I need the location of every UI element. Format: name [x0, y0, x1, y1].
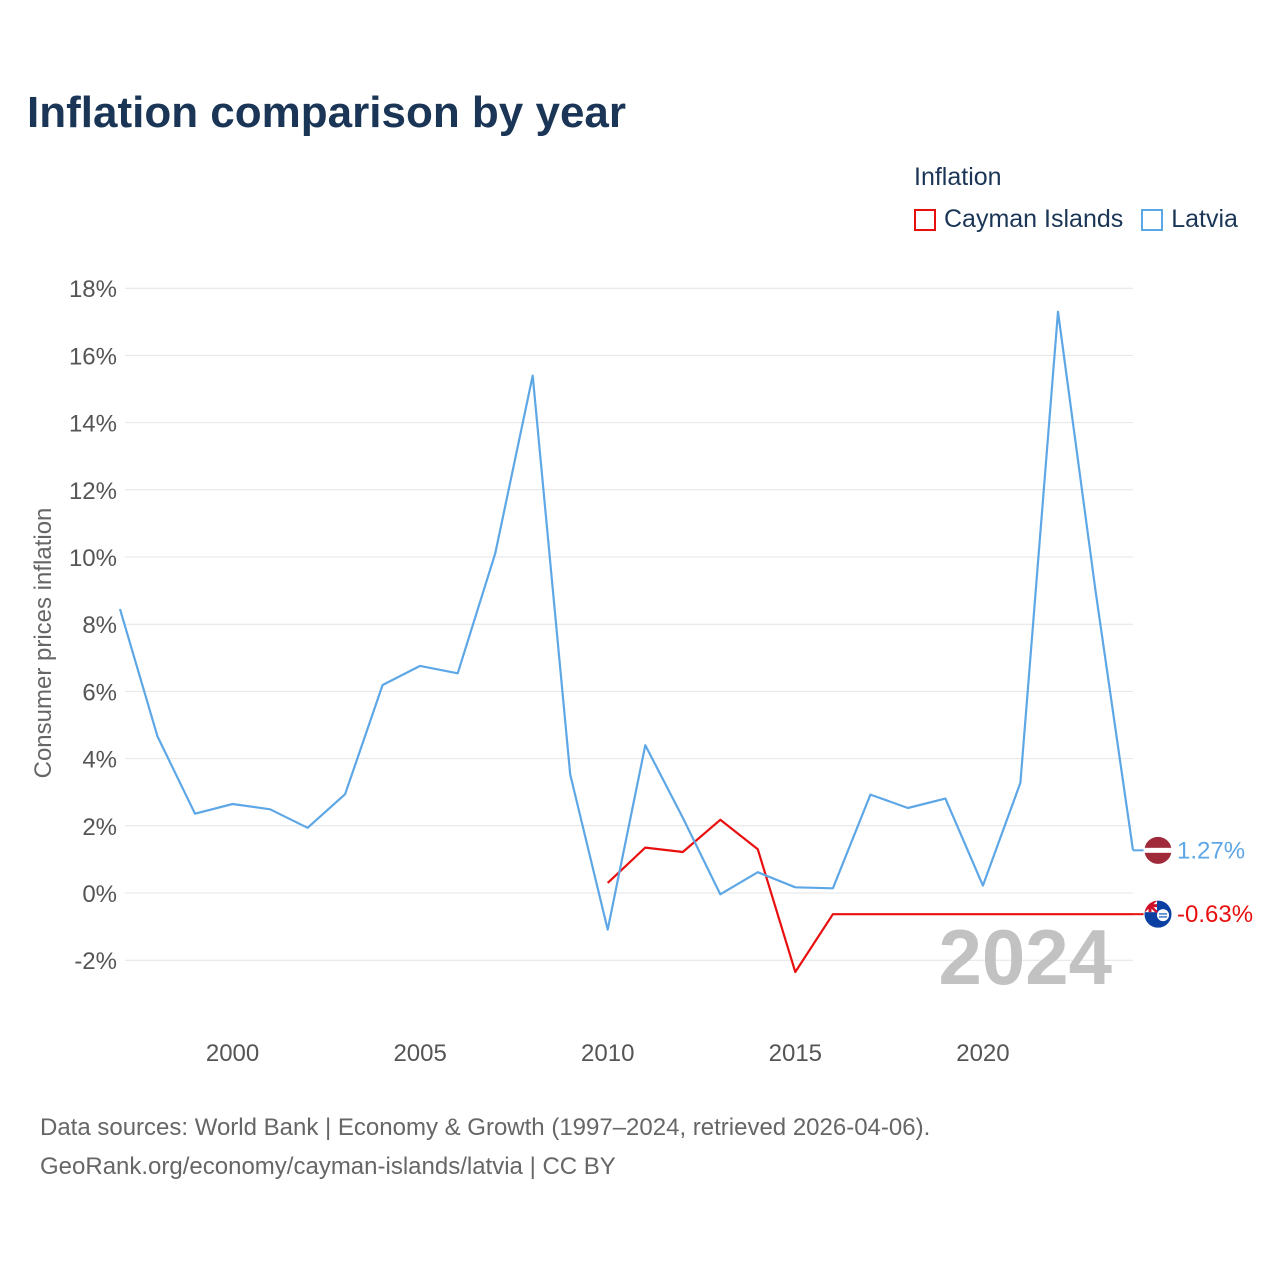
legend-label-cayman-islands: Cayman Islands: [944, 205, 1124, 233]
footer-link[interactable]: GeoRank.org/economy/cayman-islands/latvi…: [40, 1153, 616, 1180]
legend-swatch-latvia: [1141, 208, 1164, 231]
y-tick-label: 18%: [69, 276, 117, 303]
legend: Cayman Islands Latvia: [914, 205, 1238, 234]
end-value-label-cayman-islands: -0.63%: [1177, 901, 1253, 928]
x-tick-label: 2000: [206, 1040, 259, 1067]
latvia-flag-icon: [1144, 836, 1172, 865]
cayman-islands-flag-icon: [1144, 900, 1172, 929]
x-tick-label: 2020: [956, 1040, 1009, 1067]
legend-title: Inflation: [914, 163, 1002, 191]
footer-source: Data sources: World Bank | Economy & Gro…: [40, 1114, 931, 1141]
x-tick-label: 2015: [769, 1040, 822, 1067]
year-label: 2024: [938, 913, 1112, 1001]
y-tick-label: 10%: [69, 545, 117, 572]
y-tick-label: 0%: [82, 881, 117, 908]
y-tick-label: 16%: [69, 343, 117, 370]
legend-swatch-cayman-islands: [914, 208, 936, 231]
y-tick-label: 2%: [82, 814, 117, 841]
flag-ring: [1143, 835, 1173, 865]
legend-item-cayman-islands[interactable]: Cayman Islands: [914, 205, 1123, 234]
y-tick-label: 8%: [82, 612, 117, 639]
y-axis-label: Consumer prices inflation: [30, 508, 57, 779]
legend-label-latvia: Latvia: [1171, 205, 1238, 233]
series-line-latvia: [118, 310, 1135, 931]
footer: Data sources: World Bank | Economy & Gro…: [40, 1108, 930, 1186]
x-tick-label: 2010: [581, 1040, 634, 1067]
chart-title: Inflation comparison by year: [27, 88, 627, 137]
flag-ring: [1143, 899, 1173, 929]
legend-item-latvia[interactable]: Latvia: [1141, 205, 1238, 234]
y-tick-label: 6%: [82, 679, 117, 706]
y-tick-label: -2%: [74, 948, 117, 975]
y-tick-label: 4%: [82, 747, 117, 774]
line-chart: -2% 0% 2% 4% 6% 8% 10% 12% 14% 16% 18% 2000 2005 2010…: [30, 276, 1253, 1067]
end-value-label-latvia: 1.27%: [1177, 837, 1245, 864]
y-tick-label: 14%: [69, 411, 117, 438]
x-tick-label: 2005: [393, 1040, 446, 1067]
y-tick-label: 12%: [69, 478, 117, 505]
